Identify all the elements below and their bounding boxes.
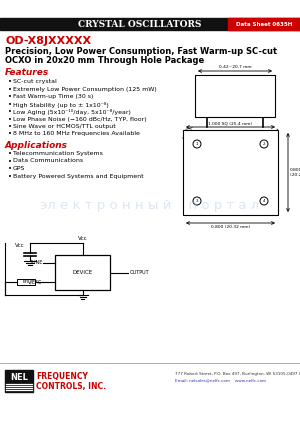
Text: •: • [8,87,12,93]
Bar [5,370,33,392]
Bar [17,279,35,285]
Circle shape [193,140,201,148]
Bar [0,18,300,30]
Text: SC-cut crystal: SC-cut crystal [13,79,57,84]
Text: CRYSTAL OSCILLATORS: CRYSTAL OSCILLATORS [78,20,202,28]
Text: NEL: NEL [10,374,28,382]
Circle shape [260,140,268,148]
Text: CONTROLS, INC.: CONTROLS, INC. [36,382,106,391]
Text: Battery Powered Systems and Equipment: Battery Powered Systems and Equipment [13,173,144,178]
Text: OCXO in 20x20 mm Through Hole Package: OCXO in 20x20 mm Through Hole Package [5,56,204,65]
Text: Sine Wave or HCMOS/TTL output: Sine Wave or HCMOS/TTL output [13,124,116,129]
Text: Data Sheet 0635H: Data Sheet 0635H [236,22,292,26]
Text: Precision, Low Power Consumption, Fast Warm-up SC-cut: Precision, Low Power Consumption, Fast W… [5,47,277,56]
Text: 3: 3 [196,199,198,203]
Text: •: • [8,173,12,179]
Bar [183,130,278,215]
Circle shape [193,197,201,205]
Text: •: • [8,116,12,122]
Text: EFL: EFL [22,280,30,284]
Text: Telecommunication Systems: Telecommunication Systems [13,151,103,156]
Text: Email: nelsales@nelfc.com    www.nelfc.com: Email: nelsales@nelfc.com www.nelfc.com [175,378,266,382]
Text: FREQUENCY: FREQUENCY [36,372,88,382]
Text: Fast Warm-up Time (30 s): Fast Warm-up Time (30 s) [13,94,93,99]
Text: 8 MHz to 160 MHz Frequencies Available: 8 MHz to 160 MHz Frequencies Available [13,131,140,136]
Text: 2: 2 [263,142,265,146]
Bar [195,75,275,117]
Text: 0.800
(20.24 mm): 0.800 (20.24 mm) [290,168,300,177]
Text: Applications: Applications [5,141,68,150]
Text: •: • [8,166,12,172]
Text: 1.000 SQ (25.4 mm): 1.000 SQ (25.4 mm) [208,121,253,125]
Text: Extremely Low Power Consumption (125 mW): Extremely Low Power Consumption (125 mW) [13,87,157,91]
Text: Vcc: Vcc [15,243,25,247]
Text: •: • [8,159,12,164]
Text: 0.800 (20.32 mm): 0.800 (20.32 mm) [211,225,250,229]
Text: Data Communications: Data Communications [13,159,83,164]
Text: Features: Features [5,68,49,77]
Text: •: • [8,151,12,157]
Text: High Stability (up to ± 1x10⁻⁸): High Stability (up to ± 1x10⁻⁸) [13,102,109,108]
Text: V/EFC: V/EFC [28,280,42,284]
Text: •: • [8,94,12,100]
Text: •: • [8,124,12,130]
Text: эл е к т р о н н ы й    п о р т а л: эл е к т р о н н ы й п о р т а л [40,198,260,212]
Text: GPS: GPS [13,166,26,171]
Text: •: • [8,109,12,115]
Text: •: • [8,79,12,85]
Text: 777 Robert Street, P.O. Box 497, Burlington, WI 53105-0497 U.S.A. Phone 262/763-: 777 Robert Street, P.O. Box 497, Burling… [175,372,300,376]
Text: Vcc: Vcc [78,236,87,241]
Text: Low Aging (5x10⁻¹⁰/day, 5x10⁻⁸/year): Low Aging (5x10⁻¹⁰/day, 5x10⁻⁸/year) [13,109,131,115]
Text: DEVICE: DEVICE [72,270,93,275]
Text: OD-X8JXXXXX: OD-X8JXXXXX [5,36,91,46]
Text: •: • [8,102,12,108]
Text: 0.42~20.7 mm: 0.42~20.7 mm [219,65,251,69]
Bar [228,18,300,30]
Text: 4: 4 [263,199,265,203]
Text: 1: 1 [196,142,198,146]
Bar [55,255,110,290]
Circle shape [260,197,268,205]
Text: OUTPUT: OUTPUT [130,270,150,275]
Text: •: • [8,131,12,138]
Text: Low Phase Noise (−160 dBc/Hz, TYP, floor): Low Phase Noise (−160 dBc/Hz, TYP, floor… [13,116,147,122]
Text: TUNE: TUNE [28,261,42,266]
